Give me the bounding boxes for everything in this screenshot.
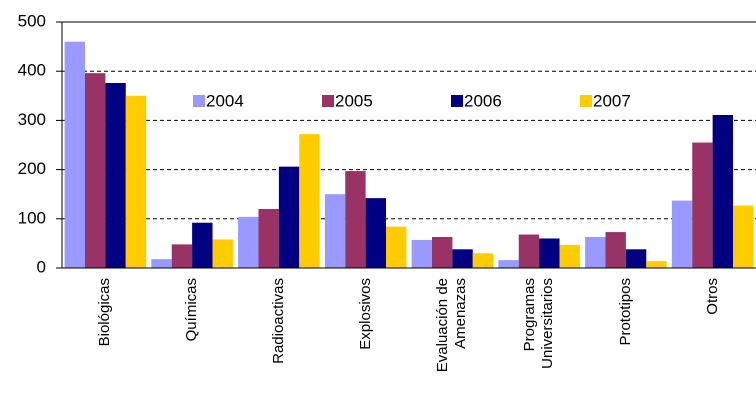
x-tick-label: Prototipos	[617, 278, 635, 416]
bar	[605, 232, 626, 268]
bar	[171, 244, 193, 268]
bar	[646, 261, 667, 268]
bar	[105, 83, 126, 269]
bar	[585, 237, 606, 268]
category-text: Explosivos	[356, 278, 374, 350]
category-text: Biológicas	[96, 278, 114, 347]
x-tick-label: Otros	[704, 278, 722, 416]
bar	[212, 239, 233, 268]
y-tick-label: 0	[37, 257, 46, 276]
legend-swatch	[580, 95, 592, 107]
bar	[299, 134, 320, 268]
legend-label: 2004	[206, 91, 244, 110]
category-text: Evaluación de Amenazas	[434, 278, 470, 373]
bar	[431, 237, 453, 268]
y-tick-label: 200	[18, 159, 46, 178]
legend-swatch	[193, 95, 205, 107]
bar	[324, 194, 346, 268]
legend-label: 2005	[335, 91, 373, 110]
x-tick-label: Químicas	[183, 278, 201, 416]
x-tick-label: Explosivos	[357, 278, 375, 416]
bar	[238, 216, 259, 268]
bar	[733, 205, 754, 268]
bar	[125, 95, 147, 268]
bar	[712, 114, 734, 268]
bar	[258, 208, 279, 268]
category-text: Programas Universitarios	[521, 278, 557, 369]
category-text: Otros	[703, 278, 721, 315]
bar	[625, 249, 647, 268]
y-tick-label: 300	[18, 110, 46, 129]
bar	[671, 200, 693, 268]
x-tick-label: Evaluación de Amenazas	[434, 278, 470, 416]
bar	[518, 234, 540, 268]
bar	[345, 171, 366, 268]
bar	[452, 249, 473, 268]
bar	[692, 142, 713, 268]
bar	[498, 260, 519, 268]
x-tick-label: Biológicas	[96, 278, 114, 416]
bar	[64, 41, 85, 269]
y-tick-label: 500	[18, 11, 46, 30]
y-tick-label: 400	[18, 61, 46, 80]
legend-label: 2006	[464, 91, 502, 110]
bar	[278, 166, 300, 268]
bar	[559, 244, 580, 268]
category-text: Químicas	[183, 278, 201, 342]
bar	[365, 198, 387, 268]
bar	[472, 253, 494, 268]
bar	[386, 226, 407, 268]
bar	[151, 259, 172, 268]
legend-label: 2007	[593, 91, 631, 110]
legend-swatch	[451, 95, 463, 107]
x-tick-label: Programas Universitarios	[521, 278, 557, 416]
bar	[539, 238, 560, 268]
category-text: Radioactivas	[269, 278, 287, 364]
legend-bg	[183, 87, 699, 115]
bar	[411, 239, 432, 268]
legend-swatch	[322, 95, 334, 107]
x-tick-label: Radioactivas	[270, 278, 288, 416]
bar	[84, 73, 106, 268]
y-tick-label: 100	[18, 208, 46, 227]
bar	[192, 222, 213, 268]
category-text: Prototipos	[616, 278, 634, 346]
